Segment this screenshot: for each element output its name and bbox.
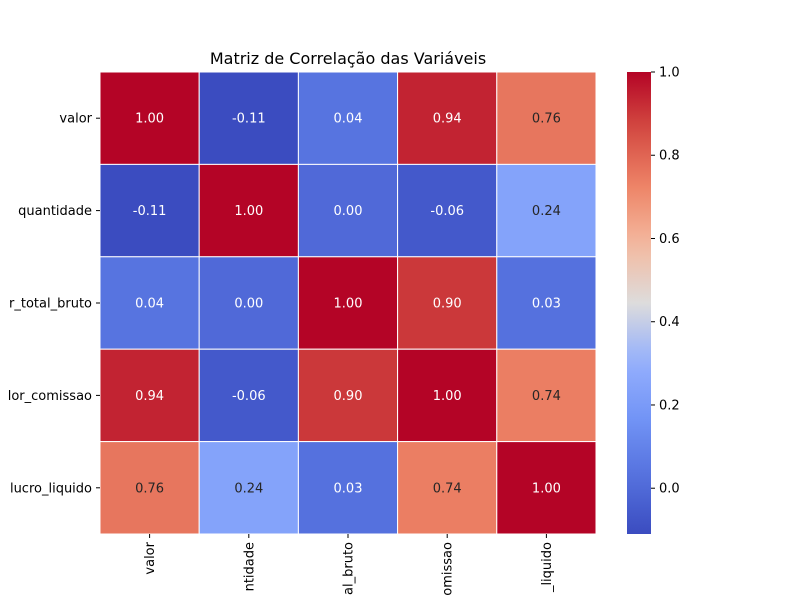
heatmap-cell [297, 441, 399, 535]
cell-value-label: 0.04 [135, 297, 164, 312]
cell-value-label: 1.00 [433, 389, 462, 404]
colorbar-tick-label: 0.2 [659, 398, 680, 413]
heatmap-cell [397, 348, 498, 443]
cell-value-label: 0.74 [532, 389, 561, 404]
cell-value-label: -0.11 [232, 112, 266, 127]
cell-value-label: 1.00 [135, 112, 164, 127]
colorbar-ticks: 0.0 0.2 0.4 0.6 0.8 1.0 [651, 66, 680, 497]
heatmap-cell [99, 163, 200, 258]
colorbar-tick-label: 0.0 [659, 482, 680, 497]
colorbar-tick-label: 1.0 [659, 66, 680, 81]
heatmap-cell [397, 256, 498, 350]
row-label: quantidade [18, 204, 92, 219]
heatmap-cell [297, 71, 399, 165]
heatmap-cell [198, 256, 299, 350]
column-label: omissao [441, 542, 456, 596]
heatmap-cell [496, 71, 597, 165]
chart-title: Matriz de Correlação das Variáveis [210, 49, 486, 68]
row-label: r_total_bruto [9, 297, 92, 312]
heatmap-cell [99, 441, 200, 535]
heatmap-cell [496, 256, 597, 350]
cell-value-label: 0.94 [135, 389, 164, 404]
cell-value-label: -0.11 [133, 204, 167, 219]
cell-value-label: 0.24 [532, 204, 561, 219]
cell-value-label: 0.94 [433, 112, 462, 127]
cell-value-label: 0.74 [433, 481, 462, 496]
heatmap-cell [99, 71, 200, 165]
cell-value-label: -0.06 [430, 204, 464, 219]
cell-value-label: 1.00 [334, 297, 363, 312]
cell-value-label: 1.00 [532, 481, 561, 496]
heatmap-cell [496, 163, 597, 258]
cell-value-label: 0.00 [334, 204, 363, 219]
row-label: lor_comissao [8, 389, 92, 404]
heatmap-cell [198, 441, 299, 535]
heatmap-cells: 1.00 -0.11 0.04 0.94 0.76 -0.11 1.00 0.00 -0.06 0… [99, 71, 597, 535]
row-labels: valor quantidade r_total_bruto lor_comissao… [8, 112, 100, 496]
column-label: _liquido [540, 542, 555, 593]
heatmap-cell [198, 348, 299, 443]
cell-value-label: 1.00 [234, 204, 263, 219]
cell-value-label: 0.90 [334, 389, 363, 404]
heatmap-cell [297, 256, 399, 350]
heatmap-cell [397, 71, 498, 165]
heatmap-cell [496, 348, 597, 443]
cell-value-label: 0.76 [532, 112, 561, 127]
heatmap-cell [297, 348, 399, 443]
column-label: al_bruto [342, 542, 357, 595]
heatmap-cell [496, 441, 597, 535]
column-label: valor [143, 541, 158, 574]
heatmap-cell [198, 71, 299, 165]
cell-value-label: 0.24 [234, 481, 263, 496]
cell-value-label: 0.03 [532, 297, 561, 312]
cell-value-label: 0.03 [334, 481, 363, 496]
colorbar-tick-label: 0.6 [659, 232, 680, 247]
column-label: ntidade [242, 542, 257, 591]
row-label: lucro_liquido [10, 481, 92, 496]
cell-value-label: -0.06 [232, 389, 266, 404]
cell-value-label: 0.90 [433, 297, 462, 312]
colorbar-tick-label: 0.8 [659, 149, 680, 164]
column-labels: valor ntidade al_bruto omissao _liquido [143, 534, 555, 596]
cell-value-label: 0.76 [135, 481, 164, 496]
heatmap-cell [297, 163, 399, 258]
cell-value-label: 0.04 [334, 112, 363, 127]
colorbar-tick-label: 0.4 [659, 315, 680, 330]
colorbar [627, 72, 651, 534]
cell-value-label: 0.00 [234, 297, 263, 312]
row-label: valor [59, 112, 92, 127]
